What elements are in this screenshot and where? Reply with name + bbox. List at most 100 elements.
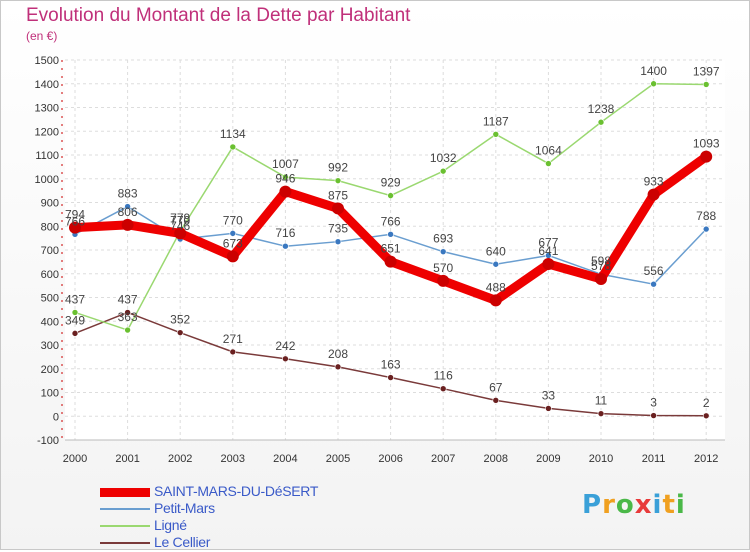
data-point xyxy=(229,348,237,356)
data-label: 693 xyxy=(433,232,453,246)
logo-letter: P xyxy=(582,490,603,520)
data-point xyxy=(545,405,552,412)
data-point xyxy=(387,374,394,381)
data-point xyxy=(282,173,289,181)
x-tick-label: 2010 xyxy=(589,453,613,465)
data-label: 770 xyxy=(223,213,243,227)
data-point xyxy=(121,218,134,231)
data-point xyxy=(384,255,397,268)
data-point xyxy=(597,118,605,126)
data-label: 437 xyxy=(65,292,85,306)
data-label: 794 xyxy=(65,208,85,222)
data-point xyxy=(332,202,344,215)
data-label: 1187 xyxy=(483,114,509,128)
x-tick-label: 2004 xyxy=(273,453,297,465)
data-point xyxy=(439,385,447,393)
data-point xyxy=(176,329,184,336)
data-point xyxy=(489,294,502,307)
data-point xyxy=(650,80,657,88)
data-label: 33 xyxy=(542,388,556,402)
x-tick-label: 2002 xyxy=(168,453,192,465)
data-point xyxy=(700,150,713,163)
data-point xyxy=(702,412,710,420)
data-label: 641 xyxy=(538,244,558,258)
data-point xyxy=(226,250,239,263)
data-label: 875 xyxy=(328,188,348,202)
data-point xyxy=(334,177,342,184)
x-tick-label: 2003 xyxy=(221,453,245,465)
data-label: 1397 xyxy=(693,64,720,78)
data-point xyxy=(492,131,500,138)
data-point xyxy=(542,258,555,271)
y-tick-label: 400 xyxy=(41,316,59,328)
y-tick-label: 1100 xyxy=(35,150,59,162)
x-tick-label: 2000 xyxy=(63,453,87,465)
data-point xyxy=(124,326,131,334)
data-point xyxy=(437,274,450,287)
data-label: 640 xyxy=(486,244,506,258)
x-tick-label: 2012 xyxy=(694,453,718,465)
legend-label: Le Cellier xyxy=(154,534,211,550)
data-label: 1134 xyxy=(220,127,246,141)
data-label: 746 xyxy=(170,219,190,233)
logo-letter: i xyxy=(675,490,686,520)
data-point xyxy=(387,192,394,199)
data-label: 735 xyxy=(328,222,348,236)
logo-letter: o xyxy=(615,490,635,520)
data-label: 352 xyxy=(170,313,190,327)
data-point xyxy=(492,260,500,268)
data-label: 437 xyxy=(118,292,138,306)
y-tick-label: 100 xyxy=(41,388,59,400)
data-label: 242 xyxy=(275,339,295,353)
chart-title: Evolution du Montant de la Dette par Hab… xyxy=(26,5,411,26)
data-point xyxy=(492,397,500,404)
data-label: 578 xyxy=(591,259,611,273)
data-point xyxy=(702,225,710,233)
data-label: 673 xyxy=(223,236,243,250)
legend-swatch xyxy=(100,525,150,527)
y-tick-label: 0 xyxy=(53,411,59,423)
data-label: 766 xyxy=(65,214,85,228)
legend-swatch xyxy=(100,508,150,510)
data-label: 1400 xyxy=(640,64,667,78)
data-label: 271 xyxy=(223,332,243,346)
y-tick-label: 600 xyxy=(41,269,59,281)
data-label: 11 xyxy=(595,394,608,408)
data-label: 116 xyxy=(434,369,453,383)
data-point xyxy=(387,231,394,238)
x-tick-label: 2005 xyxy=(326,453,350,465)
legend-label: Ligné xyxy=(154,517,187,533)
data-label: 488 xyxy=(486,280,506,294)
y-tick-label: -100 xyxy=(37,435,59,447)
data-label: 1093 xyxy=(693,137,720,151)
x-tick-label: 2009 xyxy=(536,453,560,465)
logo-letter: i xyxy=(652,490,663,520)
data-label: 779 xyxy=(170,211,190,225)
logo-letter: x xyxy=(634,490,653,520)
data-label: 349 xyxy=(65,313,85,327)
data-label: 598 xyxy=(591,254,611,268)
data-label: 1064 xyxy=(535,144,562,158)
y-tick-label: 1500 xyxy=(35,55,59,67)
data-label: 651 xyxy=(381,242,401,256)
data-label: 677 xyxy=(538,235,558,249)
y-tick-label: 1400 xyxy=(35,79,59,91)
data-point xyxy=(595,272,607,285)
legend-label: Petit-Mars xyxy=(154,500,215,516)
data-point xyxy=(439,167,447,175)
x-tick-label: 2007 xyxy=(431,453,455,465)
data-label: 1032 xyxy=(430,151,457,165)
y-tick-label: 700 xyxy=(41,245,59,257)
data-point xyxy=(334,238,342,245)
y-tick-label: 200 xyxy=(41,364,59,376)
data-point xyxy=(229,230,237,237)
unit-label: (en €) xyxy=(26,29,58,43)
data-label: 933 xyxy=(644,175,664,189)
y-tick-label: 900 xyxy=(41,198,59,210)
logo-letter: t xyxy=(662,490,676,520)
data-label: 992 xyxy=(328,161,348,175)
data-label: 570 xyxy=(433,261,453,275)
data-point xyxy=(650,280,657,288)
data-point xyxy=(124,203,131,210)
